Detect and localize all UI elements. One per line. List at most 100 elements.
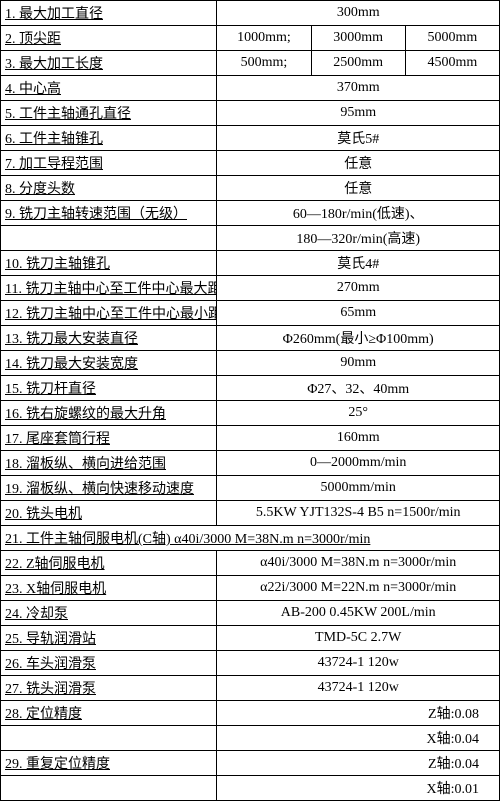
table-row: 3. 最大加工长度500mm;2500mm4500mm — [1, 51, 500, 76]
spec-label: 17. 尾座套筒行程 — [1, 426, 217, 451]
spec-label: 3. 最大加工长度 — [1, 51, 217, 76]
table-row: 11. 铣刀主轴中心至工件中心最大距离270mm — [1, 276, 500, 301]
table-row: 1. 最大加工直径300mm — [1, 1, 500, 26]
spec-value: 65mm — [217, 301, 500, 326]
spec-value: 500mm; — [217, 51, 311, 76]
spec-value: AB-200 0.45KW 200L/min — [217, 601, 500, 626]
table-row: 2. 顶尖距1000mm;3000mm5000mm — [1, 26, 500, 51]
spec-value: 任意 — [217, 176, 500, 201]
spec-label: 7. 加工导程范围 — [1, 151, 217, 176]
spec-label: 2. 顶尖距 — [1, 26, 217, 51]
spec-value: α22i/3000 M=22N.m n=3000r/min — [217, 576, 500, 601]
spec-value: 60—180r/min(低速)、 — [217, 201, 500, 226]
spec-label: 9. 铣刀主轴转速范围（无级） — [1, 201, 217, 226]
spec-label: 1. 最大加工直径 — [1, 1, 217, 26]
spec-label: 8. 分度头数 — [1, 176, 217, 201]
spec-label: 29. 重复定位精度 — [1, 751, 217, 776]
spec-label: 14. 铣刀最大安装宽度 — [1, 351, 217, 376]
table-row: X轴:0.01 — [1, 776, 500, 801]
spec-value: 1000mm; — [217, 26, 311, 51]
table-row: 5. 工件主轴通孔直径95mm — [1, 101, 500, 126]
spec-label: 4. 中心高 — [1, 76, 217, 101]
spec-value: 5000mm/min — [217, 476, 500, 501]
table-row: 13. 铣刀最大安装直径Φ260mm(最小≥Φ100mm) — [1, 326, 500, 351]
table-row: 9. 铣刀主轴转速范围（无级）60—180r/min(低速)、 — [1, 201, 500, 226]
table-row: 28. 定位精度Z轴:0.08 — [1, 701, 500, 726]
spec-value: 莫氏4# — [217, 251, 500, 276]
table-row: X轴:0.04 — [1, 726, 500, 751]
spec-label: 11. 铣刀主轴中心至工件中心最大距离 — [1, 276, 217, 301]
spec-label: 24. 冷却泵 — [1, 601, 217, 626]
table-row: 8. 分度头数任意 — [1, 176, 500, 201]
spec-value: 43724-1 120w — [217, 651, 500, 676]
spec-value: Z轴:0.04 — [217, 751, 500, 776]
spec-value: X轴:0.04 — [217, 726, 500, 751]
spec-label: 12. 铣刀主轴中心至工件中心最小距离 — [1, 301, 217, 326]
table-row: 15. 铣刀杆直径Φ27、32、40mm — [1, 376, 500, 401]
spec-value: 370mm — [217, 76, 500, 101]
spec-label: 25. 导轨润滑站 — [1, 626, 217, 651]
spec-value: 2500mm — [311, 51, 405, 76]
spec-value: 0—2000mm/min — [217, 451, 500, 476]
spec-value: 25° — [217, 401, 500, 426]
spec-label: 28. 定位精度 — [1, 701, 217, 726]
spec-label — [1, 226, 217, 251]
spec-value: 160mm — [217, 426, 500, 451]
table-row: 10. 铣刀主轴锥孔莫氏4# — [1, 251, 500, 276]
spec-label: 26. 车头润滑泵 — [1, 651, 217, 676]
table-row: 29. 重复定位精度Z轴:0.04 — [1, 751, 500, 776]
spec-label — [1, 776, 217, 801]
table-row: 21. 工件主轴伺服电机(C轴) α40i/3000 M=38N.m n=300… — [1, 526, 500, 551]
spec-label: 10. 铣刀主轴锥孔 — [1, 251, 217, 276]
spec-value: X轴:0.01 — [217, 776, 500, 801]
table-row: 180—320r/min(高速) — [1, 226, 500, 251]
spec-value: 270mm — [217, 276, 500, 301]
table-row: 26. 车头润滑泵43724-1 120w — [1, 651, 500, 676]
spec-value: 莫氏5# — [217, 126, 500, 151]
spec-value: TMD-5C 2.7W — [217, 626, 500, 651]
spec-value: 任意 — [217, 151, 500, 176]
spec-label: 22. Z轴伺服电机 — [1, 551, 217, 576]
table-row: 7. 加工导程范围任意 — [1, 151, 500, 176]
spec-label — [1, 726, 217, 751]
spec-value: 43724-1 120w — [217, 676, 500, 701]
table-row: 19. 溜板纵、横向快速移动速度5000mm/min — [1, 476, 500, 501]
spec-table: 1. 最大加工直径300mm2. 顶尖距1000mm;3000mm5000mm3… — [0, 0, 500, 801]
table-row: 25. 导轨润滑站TMD-5C 2.7W — [1, 626, 500, 651]
table-row: 24. 冷却泵AB-200 0.45KW 200L/min — [1, 601, 500, 626]
spec-value: 95mm — [217, 101, 500, 126]
spec-value: 5.5KW YJT132S-4 B5 n=1500r/min — [217, 501, 500, 526]
spec-label: 19. 溜板纵、横向快速移动速度 — [1, 476, 217, 501]
table-row: 17. 尾座套筒行程160mm — [1, 426, 500, 451]
spec-value: 300mm — [217, 1, 500, 26]
table-row: 27. 铣头润滑泵43724-1 120w — [1, 676, 500, 701]
spec-value: Φ27、32、40mm — [217, 376, 500, 401]
table-row: 22. Z轴伺服电机α40i/3000 M=38N.m n=3000r/min — [1, 551, 500, 576]
table-row: 14. 铣刀最大安装宽度90mm — [1, 351, 500, 376]
spec-label: 6. 工件主轴锥孔 — [1, 126, 217, 151]
spec-value: 180—320r/min(高速) — [217, 226, 500, 251]
spec-label: 16. 铣右旋螺纹的最大升角 — [1, 401, 217, 426]
spec-value: 5000mm — [405, 26, 499, 51]
spec-label: 27. 铣头润滑泵 — [1, 676, 217, 701]
spec-value: 4500mm — [405, 51, 499, 76]
table-row: 23. X轴伺服电机α22i/3000 M=22N.m n=3000r/min — [1, 576, 500, 601]
table-row: 16. 铣右旋螺纹的最大升角25° — [1, 401, 500, 426]
spec-value: 90mm — [217, 351, 500, 376]
spec-label: 18. 溜板纵、横向进给范围 — [1, 451, 217, 476]
spec-label: 23. X轴伺服电机 — [1, 576, 217, 601]
table-row: 12. 铣刀主轴中心至工件中心最小距离65mm — [1, 301, 500, 326]
spec-value: 3000mm — [311, 26, 405, 51]
spec-label: 20. 铣头电机 — [1, 501, 217, 526]
spec-label: 5. 工件主轴通孔直径 — [1, 101, 217, 126]
spec-value: Φ260mm(最小≥Φ100mm) — [217, 326, 500, 351]
spec-label: 15. 铣刀杆直径 — [1, 376, 217, 401]
spec-value: α40i/3000 M=38N.m n=3000r/min — [217, 551, 500, 576]
table-row: 6. 工件主轴锥孔莫氏5# — [1, 126, 500, 151]
spec-full: 21. 工件主轴伺服电机(C轴) α40i/3000 M=38N.m n=300… — [1, 526, 500, 551]
table-row: 4. 中心高370mm — [1, 76, 500, 101]
spec-value: Z轴:0.08 — [217, 701, 500, 726]
table-row: 20. 铣头电机5.5KW YJT132S-4 B5 n=1500r/min — [1, 501, 500, 526]
spec-label: 13. 铣刀最大安装直径 — [1, 326, 217, 351]
table-row: 18. 溜板纵、横向进给范围0—2000mm/min — [1, 451, 500, 476]
